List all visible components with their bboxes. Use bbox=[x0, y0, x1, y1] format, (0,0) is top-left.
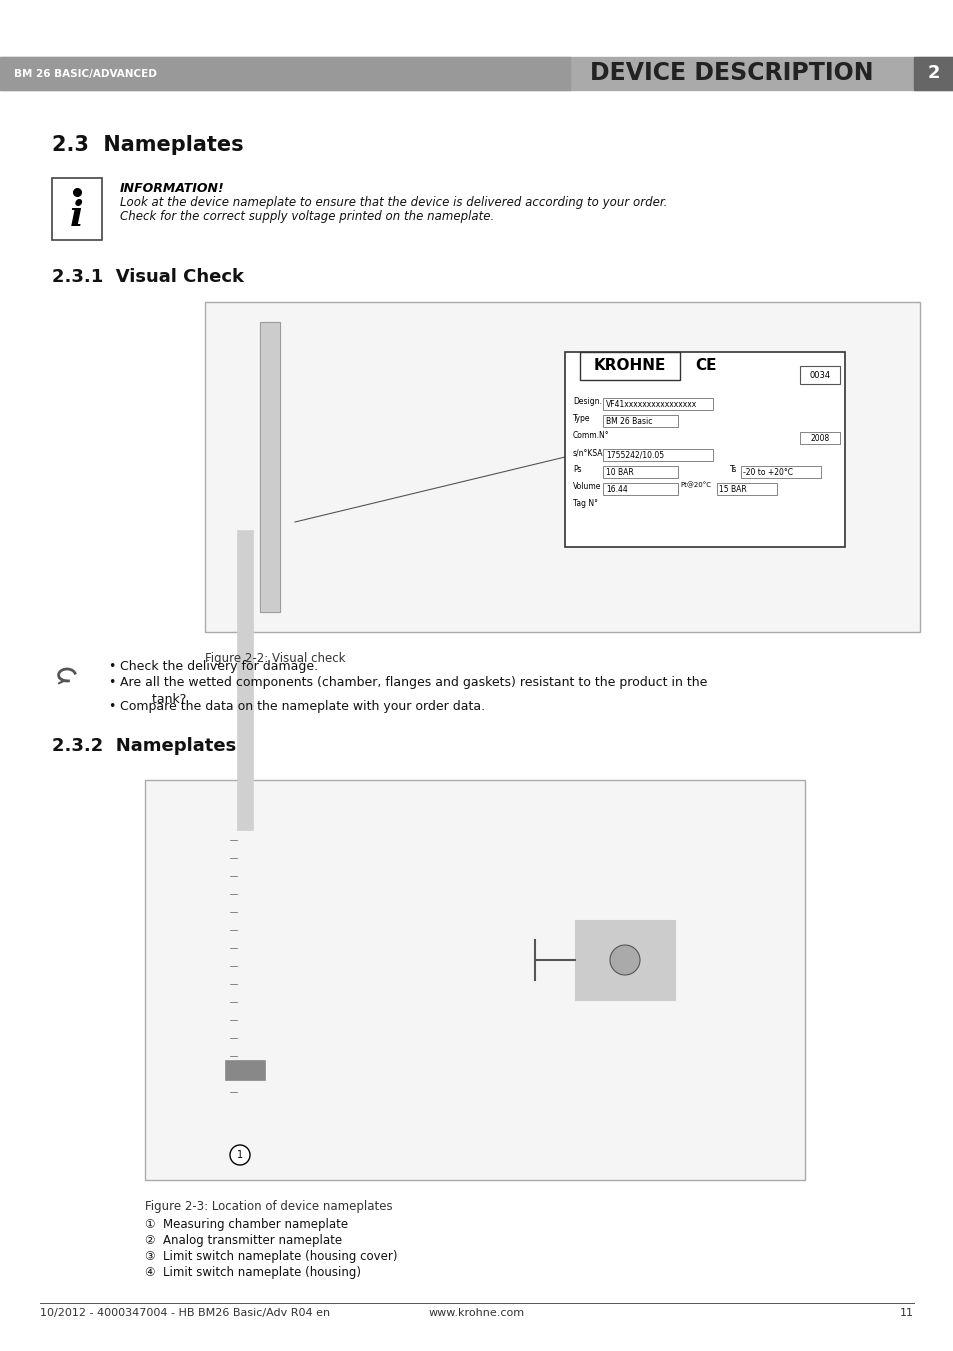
Text: ③  Limit switch nameplate (housing cover): ③ Limit switch nameplate (housing cover) bbox=[145, 1250, 397, 1263]
Bar bbox=[602, 449, 712, 461]
Text: 2008: 2008 bbox=[809, 434, 829, 443]
Text: i: i bbox=[71, 200, 84, 234]
Text: 15 BAR: 15 BAR bbox=[719, 485, 746, 494]
Text: 16.44: 16.44 bbox=[605, 485, 627, 494]
Text: 10 BAR: 10 BAR bbox=[605, 467, 633, 477]
Text: s/n°KSA: s/n°KSA bbox=[573, 449, 603, 457]
Bar bbox=[0, 57, 569, 91]
Text: Ts: Ts bbox=[729, 465, 737, 474]
Text: Design.: Design. bbox=[573, 397, 601, 407]
Text: www.krohne.com: www.krohne.com bbox=[429, 1308, 524, 1319]
Text: Ps: Ps bbox=[573, 465, 581, 474]
Text: -20 to +20°C: -20 to +20°C bbox=[742, 467, 792, 477]
Text: 1755242/10.05: 1755242/10.05 bbox=[605, 451, 663, 459]
Text: Are all the wetted components (chamber, flanges and gaskets) resistant to the pr: Are all the wetted components (chamber, … bbox=[120, 676, 706, 707]
Text: •: • bbox=[108, 700, 115, 713]
Bar bbox=[717, 484, 776, 494]
Bar bbox=[145, 780, 804, 1179]
Text: 0034: 0034 bbox=[808, 370, 830, 380]
Bar bbox=[575, 920, 675, 1000]
Bar bbox=[0, 57, 953, 91]
Text: Comm.N°: Comm.N° bbox=[573, 431, 609, 440]
Bar bbox=[52, 178, 102, 240]
Text: 2.3.2  Nameplates: 2.3.2 Nameplates bbox=[52, 738, 236, 755]
Bar bbox=[740, 466, 821, 478]
Text: Check for the correct supply voltage printed on the nameplate.: Check for the correct supply voltage pri… bbox=[120, 209, 494, 223]
Bar bbox=[913, 57, 953, 91]
Text: BM 26 BASIC/ADVANCED: BM 26 BASIC/ADVANCED bbox=[14, 69, 156, 78]
Text: ④  Limit switch nameplate (housing): ④ Limit switch nameplate (housing) bbox=[145, 1266, 360, 1279]
Text: 10/2012 - 4000347004 - HB BM26 Basic/Adv R04 en: 10/2012 - 4000347004 - HB BM26 Basic/Adv… bbox=[40, 1308, 330, 1319]
Text: 11: 11 bbox=[899, 1308, 913, 1319]
Bar bbox=[564, 353, 844, 547]
Bar bbox=[260, 322, 280, 612]
Text: 1: 1 bbox=[236, 1150, 243, 1161]
Bar bbox=[260, 322, 280, 612]
Text: 2: 2 bbox=[926, 65, 940, 82]
Text: Tag N°: Tag N° bbox=[573, 499, 598, 508]
Text: •: • bbox=[108, 661, 115, 673]
Bar bbox=[236, 530, 253, 830]
Bar bbox=[602, 399, 712, 409]
Text: Check the delivery for damage.: Check the delivery for damage. bbox=[120, 661, 317, 673]
Text: KROHNE: KROHNE bbox=[593, 358, 665, 373]
Text: INFORMATION!: INFORMATION! bbox=[120, 182, 225, 195]
Bar bbox=[205, 303, 919, 632]
Text: CE: CE bbox=[695, 358, 716, 373]
Text: VF41xxxxxxxxxxxxxxxx: VF41xxxxxxxxxxxxxxxx bbox=[605, 400, 697, 409]
Bar bbox=[225, 1061, 265, 1079]
Text: Volume: Volume bbox=[573, 482, 600, 490]
Text: 2.3  Nameplates: 2.3 Nameplates bbox=[52, 135, 243, 155]
Text: •: • bbox=[108, 676, 115, 689]
Text: ②  Analog transmitter nameplate: ② Analog transmitter nameplate bbox=[145, 1233, 342, 1247]
Text: 2.3.1  Visual Check: 2.3.1 Visual Check bbox=[52, 267, 244, 286]
Bar bbox=[602, 484, 678, 494]
Text: BM 26 Basic: BM 26 Basic bbox=[605, 417, 652, 426]
Text: Figure 2-3: Location of device nameplates: Figure 2-3: Location of device nameplate… bbox=[145, 1200, 393, 1213]
Circle shape bbox=[230, 1146, 250, 1165]
Bar bbox=[602, 415, 678, 427]
Text: Compare the data on the nameplate with your order data.: Compare the data on the nameplate with y… bbox=[120, 700, 485, 713]
Bar bbox=[602, 466, 678, 478]
Text: ①  Measuring chamber nameplate: ① Measuring chamber nameplate bbox=[145, 1219, 348, 1231]
Text: Figure 2-2: Visual check: Figure 2-2: Visual check bbox=[205, 653, 345, 665]
Bar bbox=[800, 432, 840, 444]
Text: Pt@20°C: Pt@20°C bbox=[679, 482, 710, 489]
Bar bbox=[579, 353, 679, 380]
Text: Look at the device nameplate to ensure that the device is delivered according to: Look at the device nameplate to ensure t… bbox=[120, 196, 667, 209]
Text: DEVICE DESCRIPTION: DEVICE DESCRIPTION bbox=[589, 62, 873, 85]
Text: Type: Type bbox=[573, 413, 590, 423]
Circle shape bbox=[609, 944, 639, 975]
Bar bbox=[800, 366, 840, 384]
